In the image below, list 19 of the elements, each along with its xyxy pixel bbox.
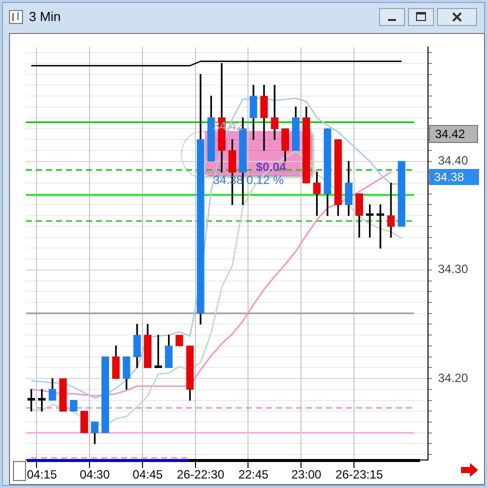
y-tick-label: 34.30 bbox=[438, 262, 468, 276]
candlestick bbox=[387, 182, 395, 238]
x-tick-label: 04:45 bbox=[132, 468, 163, 482]
candlestick bbox=[102, 356, 110, 434]
y-tick-label: 34.40 bbox=[438, 154, 468, 168]
annotation: $0.04 bbox=[256, 160, 286, 174]
candlestick bbox=[80, 410, 88, 434]
x-tick-label: 04:30 bbox=[80, 468, 110, 482]
x-tick-label: 26-23:15 bbox=[336, 468, 384, 482]
x-tick-label: 26-22:30 bbox=[176, 468, 225, 482]
x-tick-label: 23:00 bbox=[291, 468, 322, 482]
chart-title: 3 Min bbox=[29, 9, 61, 24]
text: 34.42 bbox=[429, 125, 478, 143]
y-tick-label: 34.20 bbox=[438, 370, 468, 385]
candlestick bbox=[59, 378, 67, 412]
x-tick-label: 04:15 bbox=[26, 468, 58, 482]
text: 34.38 bbox=[429, 169, 479, 185]
candlestick bbox=[398, 160, 406, 227]
x-tick-label: 22:45 bbox=[238, 468, 269, 482]
